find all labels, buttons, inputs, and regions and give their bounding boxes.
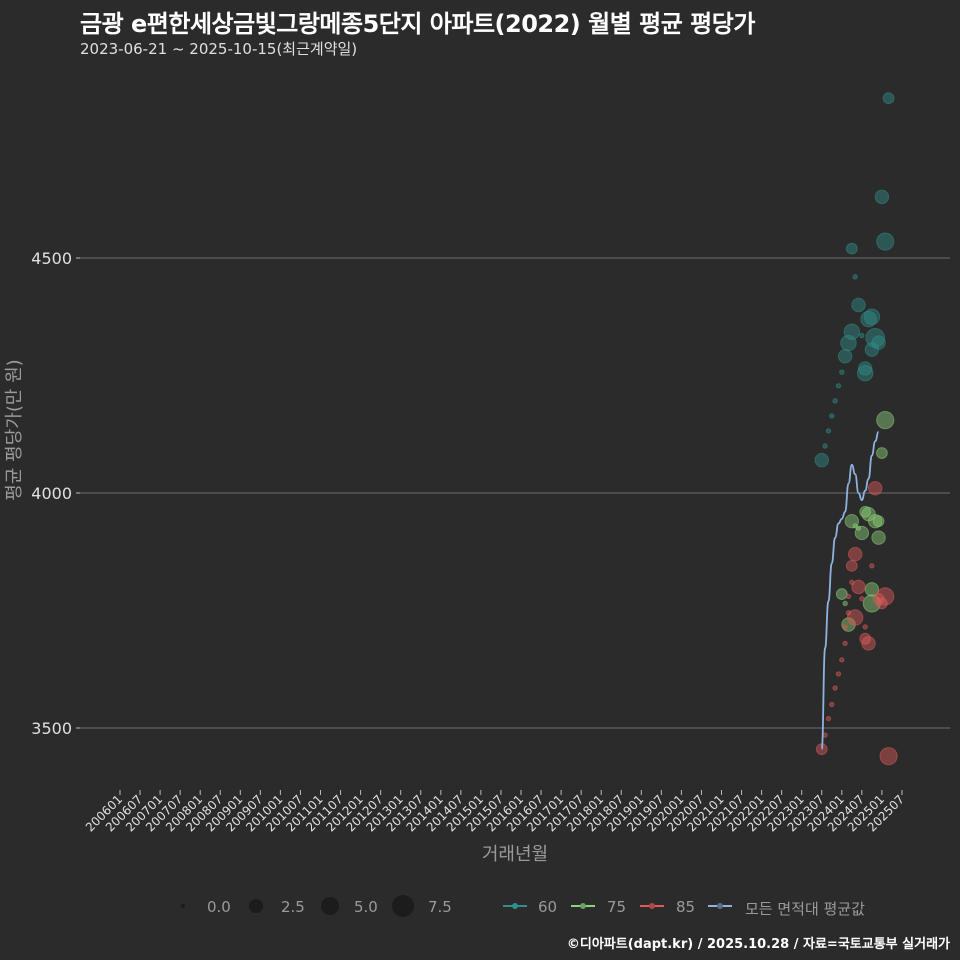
bubble-85 — [861, 636, 876, 651]
size-legend-label: 2.5 — [281, 898, 305, 916]
bubble-60 — [876, 232, 895, 251]
bubble-75 — [867, 513, 883, 529]
chart-subtitle: 2023-06-21 ~ 2025-10-15(최근계약일) — [80, 40, 358, 58]
bubble-85 — [869, 563, 875, 569]
y-tick-label: 3500 — [31, 719, 72, 738]
bubble-75 — [835, 588, 848, 600]
bubble-85 — [867, 481, 883, 496]
source-credit: ©디아파트(dapt.kr) / 2025.10.28 / 자료=국토교통부 실… — [566, 937, 950, 952]
bubble-60 — [863, 308, 881, 325]
legend-symbols — [181, 895, 732, 917]
bubble-60 — [882, 92, 895, 105]
bubble-85 — [822, 732, 828, 738]
series-legend-label-75: 75 — [607, 898, 627, 916]
bubble-60 — [871, 335, 886, 350]
size-legend-dot-0 — [181, 904, 185, 908]
data-bubbles — [814, 92, 898, 766]
bubble-85 — [851, 579, 866, 595]
bubble-60 — [832, 398, 838, 404]
chart-title: 금광 e편한세상금빛그랑메종5단지 아파트(2022) 월별 평균 평당가 — [80, 10, 755, 38]
size-legend-dot-5 — [321, 897, 339, 915]
y-tick-label: 4000 — [31, 484, 72, 503]
bubble-85 — [842, 640, 848, 647]
bubble-85 — [829, 701, 835, 708]
bubble-85 — [876, 587, 895, 606]
bubble-85 — [839, 657, 845, 663]
size-legend-label: 5.0 — [354, 898, 378, 916]
bubble-75 — [842, 600, 848, 607]
bubble-85 — [825, 715, 832, 722]
bubble-60 — [865, 328, 886, 348]
y-tick-label: 4500 — [31, 249, 72, 268]
size-legend-label: 0.0 — [207, 898, 231, 916]
bubble-60 — [852, 274, 858, 280]
bubble-60 — [845, 242, 858, 255]
bubble-85 — [876, 597, 888, 610]
bubble-85 — [859, 596, 865, 602]
bubble-60 — [843, 323, 861, 341]
bubble-85 — [842, 624, 848, 630]
legend: 0.0 2.5 5.0 7.5 60 75 85 모든 면적대 평균값 — [0, 892, 960, 922]
bubble-85 — [847, 546, 863, 562]
bubble-75 — [854, 525, 870, 541]
size-legend-label: 7.5 — [428, 898, 452, 916]
bubble-75 — [876, 447, 888, 459]
bubble-60 — [822, 443, 828, 449]
y-axis-label: 평균 평당가(만 원) — [4, 359, 25, 500]
bubble-75 — [844, 513, 860, 529]
average-line — [820, 431, 880, 751]
grid-lines — [80, 257, 950, 729]
bubble-85 — [845, 593, 852, 600]
bubble-75 — [841, 617, 856, 632]
bubble-85 — [862, 624, 868, 630]
bubble-60 — [856, 364, 874, 382]
legend-dot-85-icon — [649, 903, 655, 909]
legend-dot-avg-icon — [717, 903, 723, 909]
bubble-60 — [859, 332, 865, 339]
x-axis-label: 거래년월 — [482, 844, 548, 865]
bubble-60 — [851, 297, 866, 313]
y-axis-ticks: 3500 4000 4500 — [31, 249, 80, 738]
bubble-60 — [837, 349, 853, 364]
bubble-85 — [845, 559, 858, 572]
bubble-85 — [832, 685, 838, 691]
bubble-60 — [839, 369, 845, 375]
bubble-60 — [825, 428, 832, 434]
bubble-85 — [835, 671, 842, 677]
series-legend-label-avg: 모든 면적대 평균값 — [745, 900, 865, 918]
bubble-85 — [879, 747, 898, 766]
legend-dot-60-icon — [512, 903, 518, 909]
bubble-75 — [871, 530, 886, 545]
bubble-60 — [814, 452, 829, 468]
bubble-60 — [829, 413, 835, 419]
series-legend-label-85: 85 — [676, 898, 696, 916]
bubble-75 — [855, 525, 862, 531]
bubble-75 — [859, 505, 872, 518]
bubble-60 — [874, 189, 890, 205]
bubble-75 — [876, 411, 895, 430]
x-axis-ticks: 2006012006072007012007072008012008072009… — [83, 790, 907, 835]
legend-dot-75-icon — [580, 903, 586, 909]
bubble-75 — [872, 515, 885, 528]
size-legend-dot-2-5 — [249, 899, 263, 913]
bubble-60 — [835, 383, 842, 389]
size-legend-dot-7-5 — [392, 895, 414, 917]
bubble-85 — [846, 609, 864, 626]
average-line-path — [820, 431, 880, 751]
series-legend-label-60: 60 — [538, 898, 558, 916]
